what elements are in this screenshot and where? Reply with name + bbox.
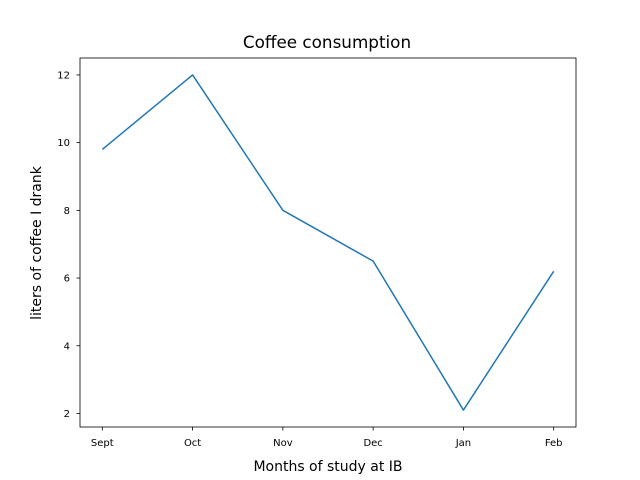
y-tick-label: 8 [64,206,70,217]
x-tick-label: Oct [184,438,201,449]
y-tick-label: 2 [64,409,70,420]
x-tick-label: Jan [455,438,471,449]
x-tick-label: Dec [363,438,382,449]
y-tick-label: 4 [64,341,70,352]
x-tick-label: Sept [91,438,114,449]
series-layer [101,74,555,411]
y-tick-label: 12 [57,70,70,81]
y-tick-label: 6 [64,274,70,285]
y-axis-label: liters of coffee I drank [29,165,45,320]
chart-title: Coffee consumption [243,32,411,52]
plot-area-frame [79,57,577,428]
y-axis: 2 4 6 8 10 12 [57,70,80,420]
series-line [101,74,555,411]
x-axis: Sept Oct Nov Dec Jan Feb [91,427,563,449]
y-tick-label: 10 [57,138,70,149]
x-tick-label: Nov [273,438,293,449]
x-tick-label: Feb [545,438,563,449]
x-axis-label: Months of study at IB [253,459,402,475]
